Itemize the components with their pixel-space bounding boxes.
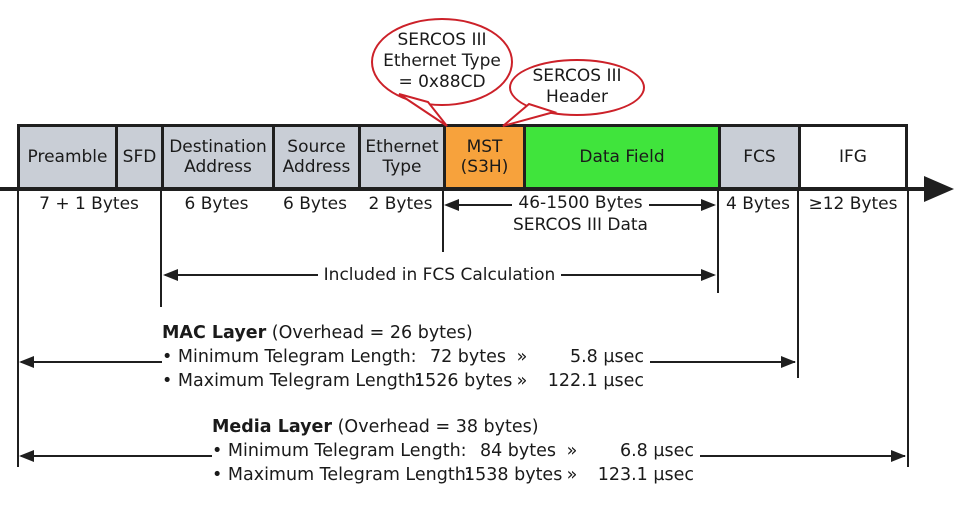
bytes-preamble-sfd: 7 + 1 Bytes (39, 194, 139, 214)
callout-header-tail-icon (502, 102, 558, 127)
segment-destination-address: Destination Address (161, 124, 272, 187)
media-layer-title-suffix: (Overhead = 38 bytes) (332, 417, 539, 437)
bytes-sercos-data-line1: 46-1500 Bytes (512, 193, 649, 213)
mac-layer-title: MAC Layer (Overhead = 26 bytes) (162, 321, 644, 345)
media-max-label: • Maximum Telegram Length: (212, 465, 472, 485)
mac-layer-row-max: • Maximum Telegram Length: 1526 bytes » … (162, 369, 644, 393)
fcs-span-label-text: Included in FCS Calculation (317, 265, 562, 285)
bytes-sercos-data: 46-1500 Bytes SERCOS III Data (443, 193, 718, 236)
media-max-time: 123.1 µsec (597, 465, 694, 485)
media-layer-row-max: • Maximum Telegram Length: 1538 bytes » … (212, 463, 694, 487)
arrowhead-right-icon (891, 450, 906, 462)
mac-min-bytes: 72 bytes (429, 347, 506, 367)
mac-max-label: • Maximum Telegram Length: (162, 371, 422, 391)
mac-min-sep: » (516, 347, 528, 367)
media-max-bytes: 1538 bytes (464, 465, 563, 485)
media-layer-row-min: • Minimum Telegram Length: 84 bytes » 6.… (212, 439, 694, 463)
tick-ifg-start (797, 191, 799, 378)
media-min-time: 6.8 µsec (619, 441, 694, 461)
arrowhead-left-icon (163, 269, 178, 281)
mac-layer-title-bold: MAC Layer (162, 323, 267, 343)
mac-layer-block: MAC Layer (Overhead = 26 bytes) • Minimu… (162, 321, 650, 393)
mac-max-sep: » (516, 371, 528, 391)
segment-preamble: Preamble (17, 124, 115, 187)
mac-min-time: 5.8 µsec (569, 347, 644, 367)
tick-fcs-start (717, 191, 719, 293)
callout-ethernet-type-text: SERCOS III Ethernet Type = 0x88CD (383, 30, 501, 92)
bytes-ifg: ≥12 Bytes (808, 194, 898, 214)
arrowhead-left-icon (19, 356, 34, 368)
mac-max-time: 122.1 µsec (547, 371, 644, 391)
tick-ifg-end (907, 191, 909, 467)
media-max-sep: » (566, 465, 578, 485)
tick-frame-start (17, 191, 19, 467)
media-min-sep: » (566, 441, 578, 461)
media-min-label: • Minimum Telegram Length: (212, 441, 467, 461)
bytes-destination: 6 Bytes (184, 194, 249, 214)
bytes-sercos-data-line2: SERCOS III Data (513, 215, 648, 235)
timeline-axis (0, 187, 928, 191)
arrowhead-left-icon (444, 199, 459, 211)
mac-layer-title-suffix: (Overhead = 26 bytes) (266, 323, 473, 343)
mac-max-bytes: 1526 bytes (414, 371, 513, 391)
bytes-ethernet-type: 2 Bytes (368, 194, 433, 214)
media-layer-block: Media Layer (Overhead = 38 bytes) • Mini… (212, 415, 700, 487)
bytes-fcs: 4 Bytes (726, 194, 790, 214)
timeline-arrowhead-icon (924, 176, 954, 202)
callout-header-text: SERCOS III Header (532, 66, 622, 107)
arrowhead-right-icon (781, 356, 796, 368)
segment-data-field: Data Field (523, 124, 718, 187)
media-min-bytes: 84 bytes (479, 441, 556, 461)
segment-ethernet-type: Ethernet Type (358, 124, 443, 187)
arrowhead-right-icon (701, 269, 716, 281)
callout-ethernet-type-bubble (371, 18, 513, 106)
arrowhead-right-icon (701, 199, 716, 211)
segment-source-address: Source Address (272, 124, 358, 187)
segment-mst-s3h: MST (S3H) (443, 124, 523, 187)
segment-fcs: FCS (718, 124, 798, 187)
mac-layer-row-min: • Minimum Telegram Length: 72 bytes » 5.… (162, 345, 644, 369)
callout-ethernet-type-tail-icon (398, 93, 448, 127)
fcs-span-label: Included in FCS Calculation (161, 265, 718, 285)
arrowhead-left-icon (19, 450, 34, 462)
bytes-source: 6 Bytes (283, 194, 347, 214)
media-layer-title-bold: Media Layer (212, 417, 333, 437)
tick-mst-start (442, 191, 444, 252)
segment-ifg: IFG (798, 124, 908, 187)
segment-sfd: SFD (115, 124, 161, 187)
tick-destination-start (160, 191, 162, 307)
media-layer-title: Media Layer (Overhead = 38 bytes) (212, 415, 694, 439)
mac-min-label: • Minimum Telegram Length: (162, 347, 417, 367)
